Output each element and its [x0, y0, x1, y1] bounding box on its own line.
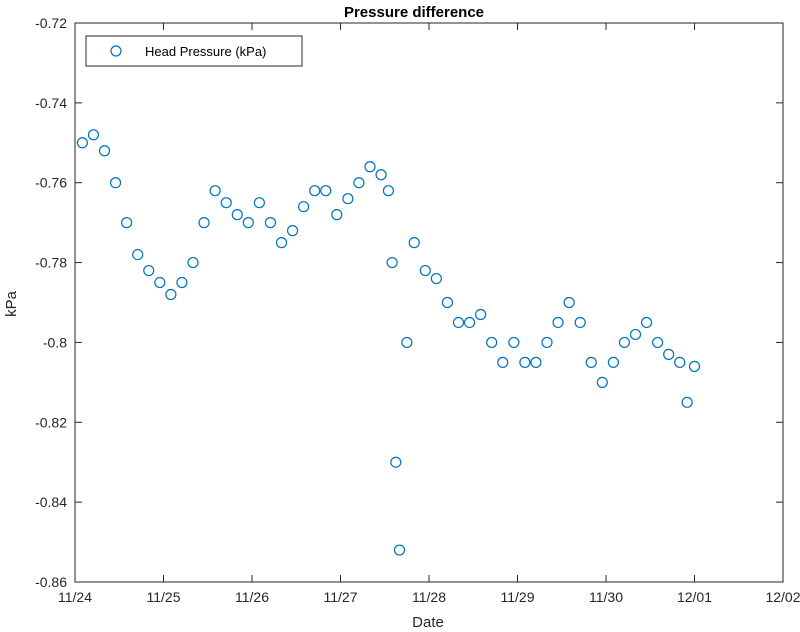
data-point	[607, 356, 619, 368]
legend-label: Head Pressure (kPa)	[145, 44, 266, 59]
data-point	[375, 169, 387, 181]
data-point	[430, 272, 442, 285]
data-point	[674, 356, 686, 368]
data-point	[390, 456, 402, 468]
x-axis-title: Date	[412, 614, 444, 631]
data-point	[353, 177, 365, 189]
y-tick-label: -0.82	[35, 414, 67, 430]
data-point	[393, 544, 406, 556]
x-tick-label: 11/28	[412, 589, 446, 605]
data-point	[76, 137, 88, 149]
y-axis: -0.72 -0.74 -0.76 -0.78 -0.8 -0.82 -0.84 -0.86	[35, 15, 783, 590]
x-tick-label: 11/25	[147, 589, 181, 605]
chart-title: Pressure difference	[344, 4, 484, 21]
plot-area	[74, 22, 784, 583]
legend-marker	[110, 45, 122, 57]
data-point	[242, 217, 254, 229]
data-point	[552, 316, 564, 329]
data-point	[563, 296, 575, 309]
data-point	[286, 225, 299, 237]
data-point	[541, 336, 553, 349]
data-point	[497, 356, 509, 368]
data-point	[519, 356, 531, 368]
y-tick-label: -0.72	[35, 15, 67, 31]
data-point	[681, 396, 693, 408]
data-point	[530, 356, 542, 368]
data-point	[87, 129, 100, 141]
data-point	[508, 336, 520, 349]
data-point	[320, 185, 332, 197]
data-point	[408, 237, 420, 249]
data-point	[574, 316, 586, 329]
data-point	[331, 209, 343, 221]
data-point	[231, 209, 243, 221]
data-point	[640, 316, 653, 329]
data-point	[253, 197, 265, 209]
data-point	[98, 145, 111, 157]
data-point	[264, 217, 277, 229]
data-series	[76, 129, 701, 556]
x-tick-label: 11/24	[58, 589, 92, 605]
data-point	[275, 237, 288, 249]
y-axis-title: kPa	[3, 290, 20, 317]
data-point	[220, 197, 232, 209]
data-point	[342, 193, 354, 205]
data-point	[309, 185, 321, 197]
y-tick-label: -0.78	[35, 255, 67, 271]
data-point	[132, 248, 144, 261]
data-point	[364, 161, 376, 173]
data-point	[486, 336, 498, 349]
y-tick-label: -0.84	[35, 494, 67, 510]
data-point	[109, 177, 122, 189]
data-point	[452, 316, 465, 329]
legend-box	[85, 35, 303, 67]
data-point	[596, 376, 608, 388]
data-point	[652, 336, 664, 349]
x-tick-label: 11/29	[501, 589, 535, 605]
data-point	[463, 316, 476, 329]
data-point	[688, 360, 701, 372]
y-tick-label: -0.8	[43, 334, 67, 350]
data-point	[121, 217, 133, 229]
data-point	[209, 185, 221, 197]
data-point	[386, 256, 398, 269]
x-tick-label: 11/30	[589, 589, 623, 605]
x-tick-label: 12/01	[677, 589, 712, 605]
data-point	[629, 328, 642, 341]
x-axis: 11/24 11/25 11/26 11/27 11/28 11/29 11/30 12/01…	[58, 23, 800, 605]
data-point	[198, 217, 210, 229]
x-tick-label: 11/27	[324, 589, 358, 605]
data-point	[143, 264, 155, 277]
data-point	[475, 308, 487, 321]
data-point	[585, 356, 597, 368]
data-point	[401, 336, 413, 349]
data-point	[663, 348, 675, 361]
data-point	[382, 185, 395, 197]
y-tick-label: -0.74	[35, 95, 67, 111]
data-point	[419, 264, 431, 277]
data-point	[154, 276, 166, 289]
y-tick-label: -0.86	[35, 574, 67, 590]
data-point	[298, 201, 310, 213]
x-tick-label: 12/02	[765, 589, 800, 605]
data-point	[441, 296, 454, 309]
y-tick-label: -0.76	[35, 175, 67, 191]
data-point	[176, 276, 188, 289]
data-point	[618, 336, 631, 349]
data-point	[165, 288, 177, 301]
legend: Head Pressure (kPa)	[85, 35, 303, 67]
x-tick-label: 11/26	[235, 589, 269, 605]
data-point	[187, 256, 199, 269]
